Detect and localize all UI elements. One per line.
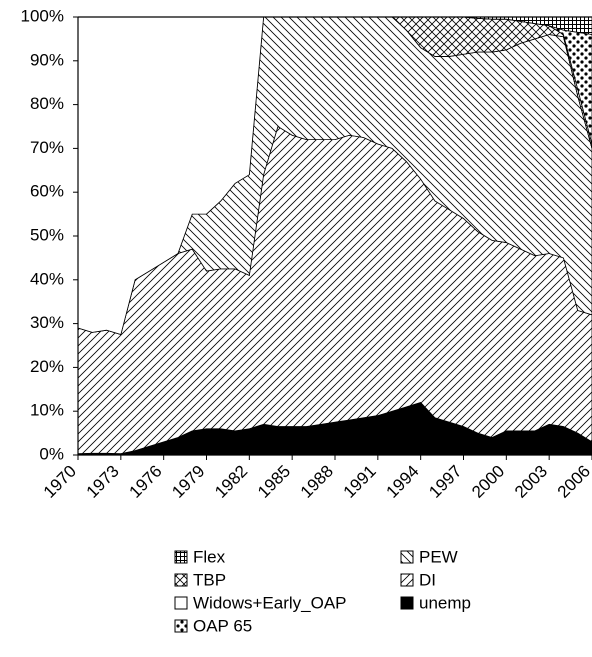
y-tick-label: 0%	[39, 444, 64, 463]
legend-label: Flex	[193, 547, 226, 566]
x-tick-label: 1979	[168, 462, 208, 502]
legend-label: OAP 65	[193, 616, 252, 635]
legend-swatch	[174, 596, 188, 610]
legend-label: TBP	[193, 570, 226, 589]
legend-swatch	[174, 550, 188, 564]
y-tick-label: 40%	[30, 269, 64, 288]
x-tick-label: 1973	[83, 462, 123, 502]
legend-swatch	[174, 619, 188, 633]
y-tick-label: 70%	[30, 138, 64, 157]
legend-label: PEW	[419, 547, 458, 566]
x-tick-label: 1988	[297, 462, 337, 502]
y-tick-label: 90%	[30, 50, 64, 69]
legend-label: Widows+Early_OAP	[193, 593, 347, 612]
y-tick-label: 80%	[30, 94, 64, 113]
x-tick-label: 1994	[382, 462, 422, 502]
legend-label: unemp	[419, 593, 471, 612]
x-tick-label: 1982	[211, 462, 251, 502]
y-tick-label: 20%	[30, 357, 64, 376]
legend-swatch	[400, 573, 414, 587]
x-tick-label: 2003	[511, 462, 551, 502]
y-tick-label: 50%	[30, 225, 64, 244]
x-tick-label: 1976	[125, 462, 165, 502]
legend-swatch	[400, 550, 414, 564]
x-tick-label: 1970	[40, 462, 80, 502]
legend-swatch	[400, 596, 414, 610]
x-tick-label: 1991	[340, 462, 380, 502]
y-tick-label: 60%	[30, 182, 64, 201]
legend-label: DI	[419, 570, 436, 589]
y-tick-label: 10%	[30, 401, 64, 420]
legend-swatch	[174, 573, 188, 587]
x-tick-label: 1997	[425, 462, 465, 502]
y-tick-label: 30%	[30, 313, 64, 332]
x-tick-label: 2000	[468, 462, 508, 502]
x-tick-label: 1985	[254, 462, 294, 502]
x-tick-label: 2006	[554, 462, 592, 502]
y-tick-label: 100%	[21, 6, 64, 25]
